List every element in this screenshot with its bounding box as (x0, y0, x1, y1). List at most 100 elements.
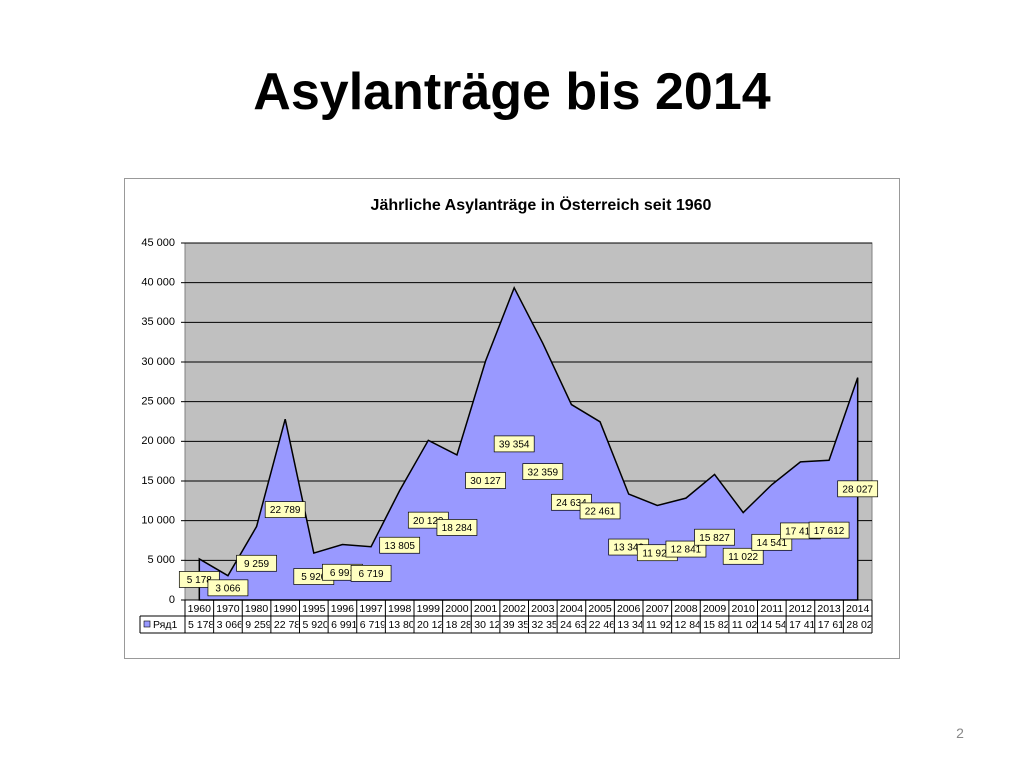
table-value: 6 719 (360, 619, 386, 631)
y-tick-label: 25 000 (141, 396, 175, 408)
value-label: 6 719 (350, 564, 392, 582)
legend-label: Ряд1 (153, 619, 177, 631)
value-label: 18 284 (436, 519, 478, 536)
value-label: 39 354 (493, 435, 535, 453)
table-value: 3 066 (217, 619, 243, 631)
x-tick-label: 2003 (531, 603, 555, 615)
y-tick-label: 30 000 (141, 356, 175, 368)
value-label-text: 3 066 (215, 583, 240, 594)
value-label-text: 14 541 (757, 538, 788, 549)
x-tick-label: 1970 (216, 603, 240, 615)
table-value: 9 259 (245, 619, 271, 631)
y-tick-label: 45 000 (141, 237, 175, 249)
value-label-text: 30 127 (470, 476, 501, 487)
x-tick-label: 1980 (245, 603, 269, 615)
value-label: 30 127 (465, 472, 506, 489)
value-label: 32 359 (522, 463, 564, 480)
table-value: 6 991 (331, 619, 357, 631)
page-number: 2 (956, 725, 964, 741)
value-label-text: 39 354 (499, 440, 530, 451)
value-label-text: 9 259 (244, 559, 269, 570)
y-tick-label: 10 000 (141, 515, 175, 527)
value-label-box (436, 519, 478, 536)
value-label: 22 461 (579, 502, 621, 520)
value-label-box (579, 502, 621, 520)
x-tick-label: 2005 (588, 603, 612, 615)
value-label-text: 28 027 (842, 484, 873, 495)
table-value: 24 634 (560, 619, 592, 631)
value-label-text: 12 841 (671, 545, 702, 556)
x-tick-label: 2013 (817, 603, 841, 615)
value-label-text: 13 349 (613, 543, 644, 554)
value-label: 13 805 (379, 536, 421, 554)
x-tick-label: 2000 (445, 603, 469, 615)
value-label-text: 6 991 (330, 568, 355, 579)
value-label-text: 17 413 (785, 527, 816, 538)
x-tick-label: 1995 (302, 603, 326, 615)
value-label-box (493, 435, 535, 453)
table-value: 5 920 (303, 619, 329, 631)
value-label: 3 066 (207, 579, 249, 597)
slide-title: Asylanträge bis 2014 (253, 63, 771, 121)
x-tick-label: 1999 (417, 603, 441, 615)
value-label-text: 22 461 (585, 507, 616, 518)
value-label-text: 5 920 (301, 572, 326, 583)
y-tick-label: 0 (169, 594, 175, 606)
x-tick-label: 2004 (560, 603, 584, 615)
table-value: 30 127 (474, 619, 506, 631)
x-tick-label: 1960 (188, 603, 212, 615)
value-label-text: 13 805 (384, 541, 415, 552)
value-label-text: 6 719 (359, 569, 384, 580)
value-label-box (722, 547, 764, 565)
x-tick-label: 1996 (331, 603, 355, 615)
value-label: 22 789 (264, 501, 306, 518)
value-label-box (808, 521, 850, 539)
table-value: 5 178 (188, 619, 214, 631)
value-label-box (465, 472, 506, 489)
table-value: 39 354 (503, 619, 535, 631)
value-label-box (264, 501, 306, 518)
value-label-box (694, 528, 735, 546)
y-tick-label: 20 000 (141, 435, 175, 447)
value-label: 11 022 (722, 547, 764, 565)
x-tick-label: 2002 (503, 603, 527, 615)
table-value: 22 789 (274, 619, 306, 631)
table-value: 22 461 (589, 619, 621, 631)
table-value: 11 921 (646, 619, 677, 631)
value-label-box (207, 579, 249, 597)
x-tick-label: 2010 (732, 603, 756, 615)
y-tick-label: 5 000 (147, 554, 175, 566)
value-label-text: 22 789 (270, 505, 301, 516)
x-tick-label: 1997 (359, 603, 383, 615)
x-tick-label: 2001 (474, 603, 498, 615)
x-tick-label: 1998 (388, 603, 412, 615)
table-value: 20 129 (417, 619, 449, 631)
value-label: 15 827 (694, 528, 735, 546)
chart-title: Jährliche Asylanträge in Österreich seit… (371, 195, 712, 214)
value-label-text: 24 634 (556, 498, 587, 509)
table-value: 17 413 (789, 619, 821, 631)
x-tick-label: 2012 (789, 603, 813, 615)
value-label-text: 17 612 (814, 526, 845, 537)
table-value: 18 284 (446, 619, 478, 631)
value-label: 28 027 (837, 480, 879, 498)
value-label-box (837, 480, 879, 498)
table-value: 17 612 (818, 619, 850, 631)
value-label: 9 259 (236, 554, 277, 572)
table-value: 13 349 (617, 619, 649, 631)
y-tick-label: 40 000 (141, 277, 175, 289)
table-value: 11 022 (732, 619, 763, 631)
table-value: 28 027 (846, 619, 878, 631)
x-tick-label: 2011 (761, 603, 784, 615)
table-value: 15 827 (703, 619, 735, 631)
value-label-text: 32 359 (528, 467, 559, 478)
x-tick-label: 2006 (617, 603, 641, 615)
table-value: 14 541 (761, 619, 793, 631)
y-tick-label: 35 000 (141, 316, 175, 328)
table-value: 12 841 (675, 619, 707, 631)
value-label-text: 5 178 (187, 575, 212, 586)
value-label: 17 612 (808, 521, 850, 539)
x-tick-label: 2014 (846, 603, 870, 615)
